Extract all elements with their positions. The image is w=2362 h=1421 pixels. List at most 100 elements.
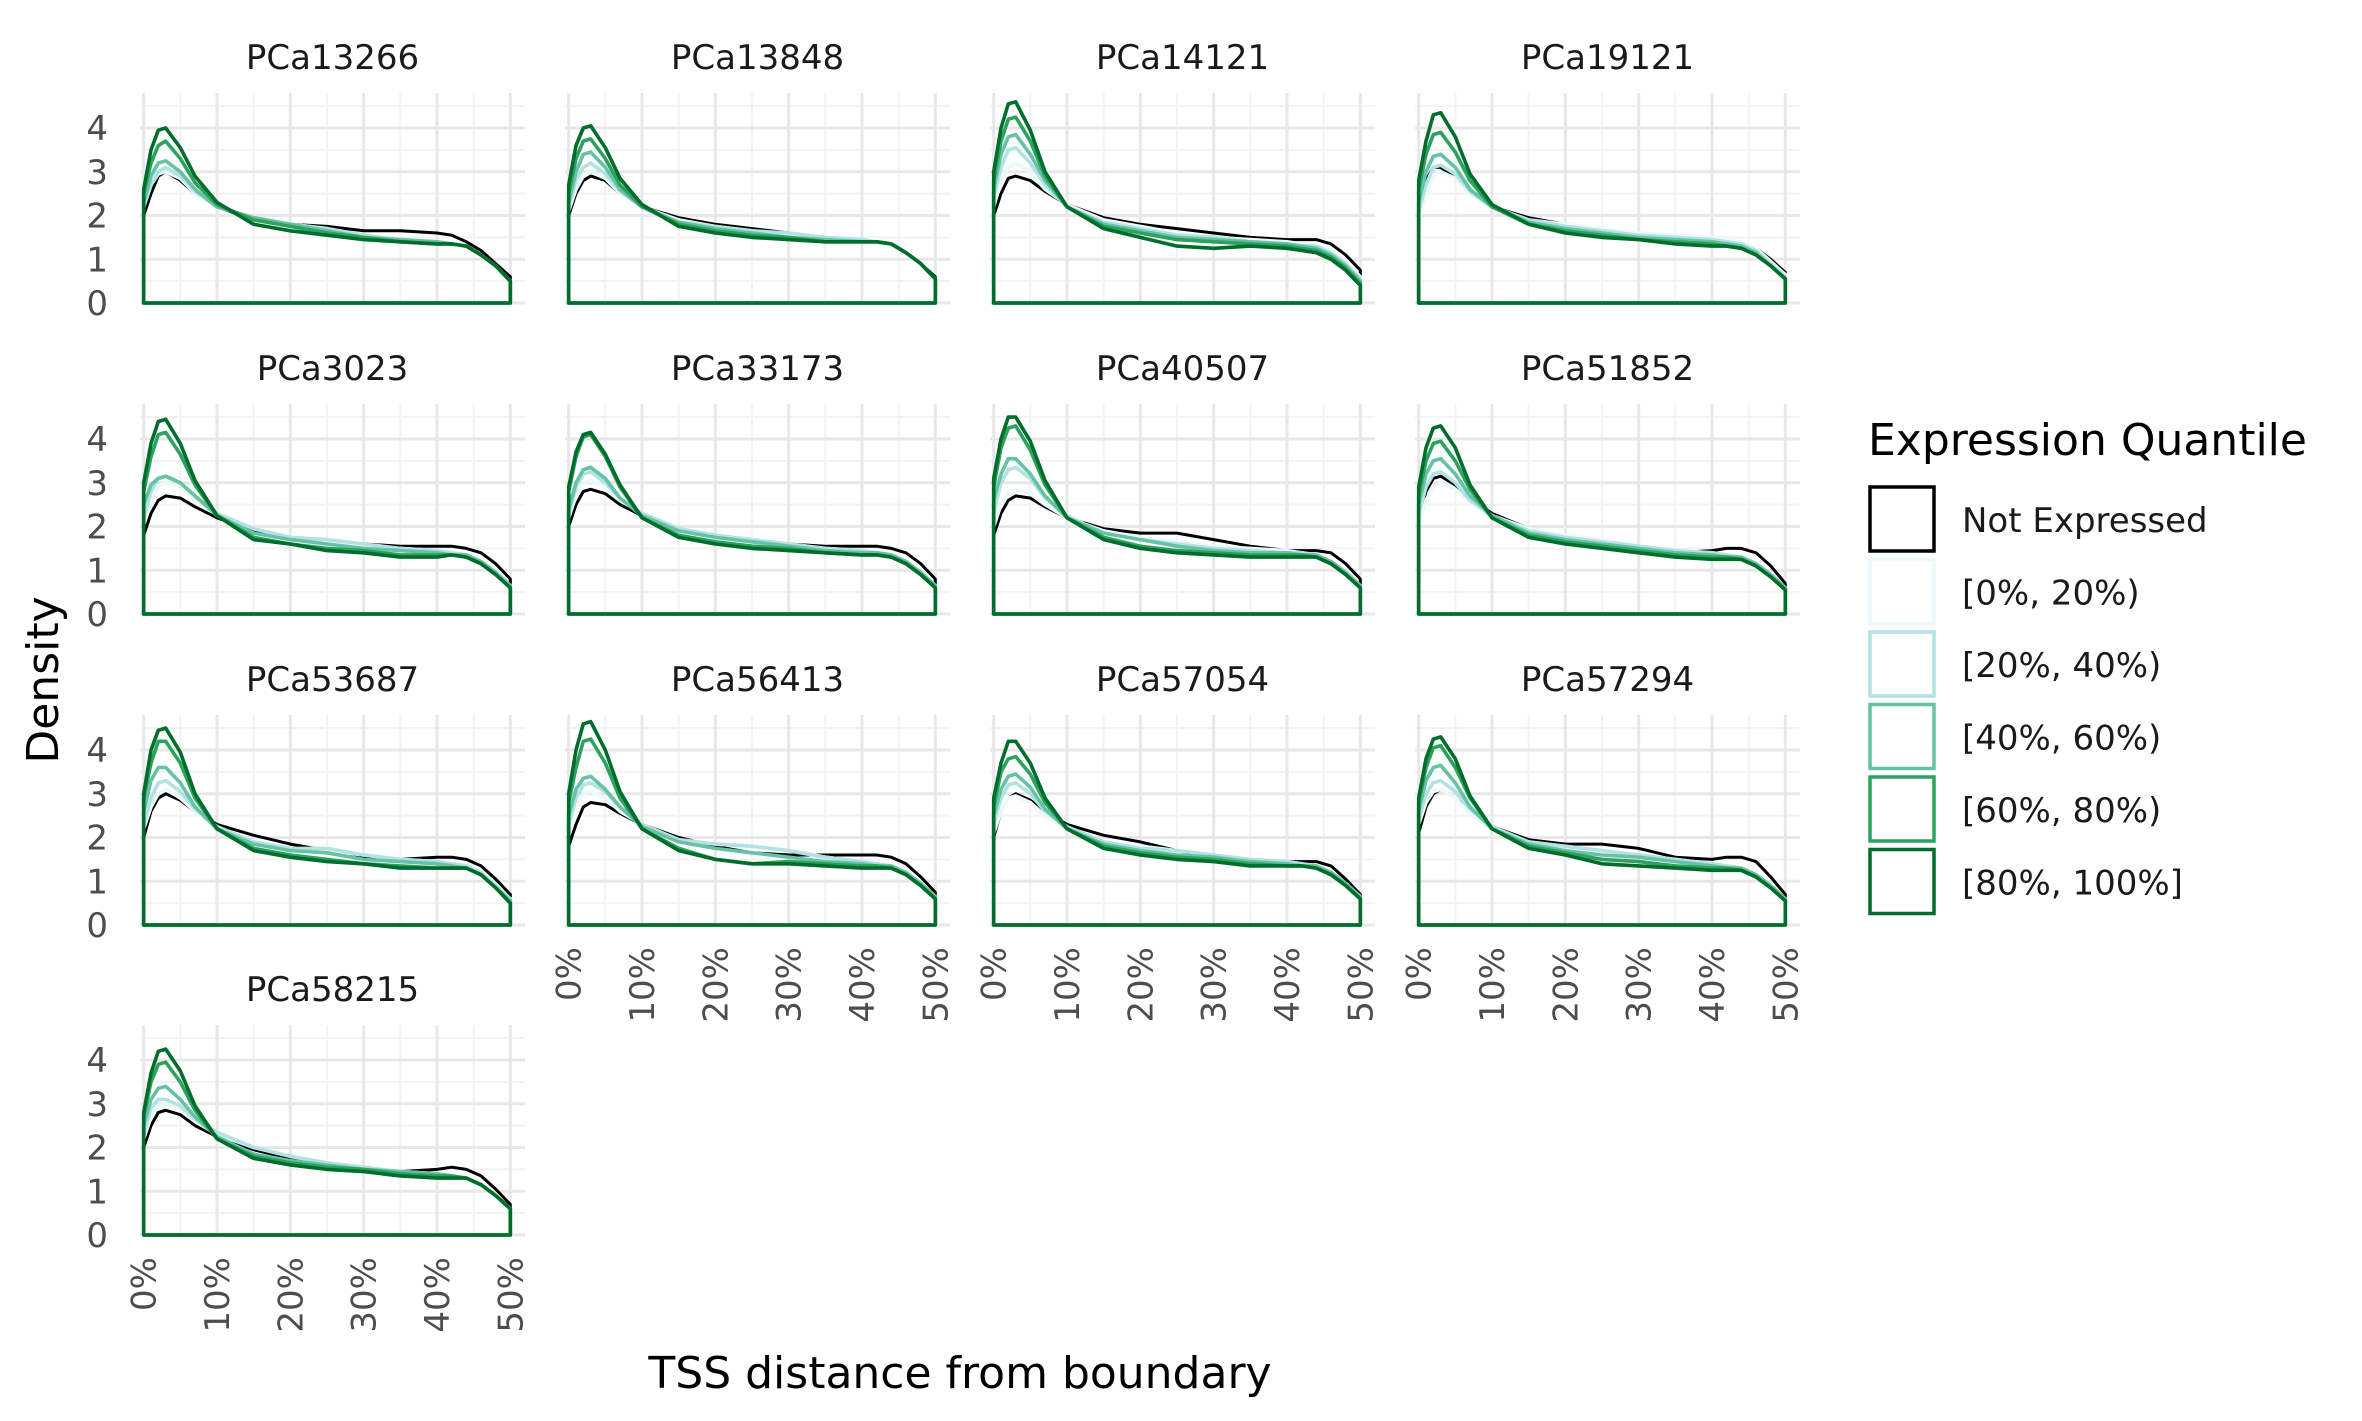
density-line bbox=[992, 494, 1362, 616]
y-tick-label: 1 bbox=[86, 862, 108, 902]
y-axis-title: Density bbox=[18, 596, 69, 763]
x-tick-label: 0% bbox=[975, 947, 1015, 1001]
legend-key bbox=[1868, 775, 1936, 843]
x-tick-label: 50% bbox=[916, 947, 956, 1023]
density-line bbox=[141, 1047, 513, 1237]
density-line bbox=[566, 124, 938, 305]
x-tick-label: 20% bbox=[696, 947, 736, 1023]
legend-label: [40%, 60%) bbox=[1962, 719, 2161, 759]
y-tick-label: 4 bbox=[86, 731, 108, 771]
facet-title: PCa19121 bbox=[1521, 38, 1694, 78]
x-tick-label: 10% bbox=[1048, 947, 1088, 1023]
legend-key bbox=[1868, 630, 1936, 698]
legend-title: Expression Quantile bbox=[1868, 415, 2307, 466]
x-tick-label: 20% bbox=[1121, 947, 1161, 1023]
density-line bbox=[991, 415, 1363, 616]
facet-title: PCa57054 bbox=[1096, 660, 1269, 700]
y-tick-label: 2 bbox=[86, 819, 108, 859]
x-tick-label: 40% bbox=[843, 947, 883, 1023]
x-tick-label: 30% bbox=[770, 947, 810, 1023]
x-tick-label: 50% bbox=[1341, 947, 1381, 1023]
facet-panel: PCa57054 0% 10% 20% 30% 40% 50% bbox=[975, 660, 1382, 1023]
x-tick-label: 0% bbox=[1400, 947, 1440, 1001]
y-tick-label: 1 bbox=[86, 551, 108, 591]
x-tick-label: 30% bbox=[345, 1257, 385, 1333]
facet-title: PCa56413 bbox=[671, 660, 844, 700]
legend-key bbox=[1868, 557, 1936, 626]
y-tick-label: 0 bbox=[86, 1216, 108, 1256]
facet-title: PCa13266 bbox=[246, 38, 419, 78]
legend-item: [40%, 60%) bbox=[1868, 702, 2161, 771]
y-tick-label: 0 bbox=[86, 595, 108, 635]
facet-panel: PCa56413 0% 10% 20% 30% 40% 50% bbox=[550, 660, 957, 1023]
legend-label: [0%, 20%) bbox=[1962, 574, 2140, 614]
y-tick-label: 3 bbox=[86, 1085, 108, 1125]
legend-item: [20%, 40%) bbox=[1868, 630, 2161, 698]
y-tick-label: 4 bbox=[86, 109, 108, 149]
facet-title: PCa40507 bbox=[1096, 349, 1269, 389]
y-tick-label: 3 bbox=[86, 464, 108, 504]
legend-item: [60%, 80%) bbox=[1868, 775, 2161, 843]
facet-panel: PCa14121 bbox=[990, 38, 1375, 305]
x-tick-label: 40% bbox=[418, 1257, 458, 1333]
facet-title: PCa58215 bbox=[246, 970, 419, 1010]
facet-panel: PCa51852 bbox=[1415, 349, 1800, 616]
density-line bbox=[566, 719, 938, 927]
facet-title: PCa14121 bbox=[1096, 38, 1269, 78]
x-tick-label: 30% bbox=[1195, 947, 1235, 1023]
density-line bbox=[1416, 110, 1788, 305]
legend-key bbox=[1868, 485, 1936, 553]
facet-panel: PCa13848 bbox=[565, 38, 950, 305]
facet-title: PCa53687 bbox=[246, 660, 419, 700]
legend-item: Not Expressed bbox=[1868, 485, 2208, 553]
x-tick-label: 50% bbox=[491, 1257, 531, 1333]
facet-title: PCa51852 bbox=[1521, 349, 1694, 389]
x-tick-label: 50% bbox=[1766, 947, 1806, 1023]
x-tick-label: 20% bbox=[1546, 947, 1586, 1023]
legend-label: [80%, 100%] bbox=[1962, 864, 2183, 904]
legend-item: [80%, 100%] bbox=[1868, 847, 2183, 916]
y-tick-label: 3 bbox=[86, 153, 108, 193]
y-tick-label: 2 bbox=[86, 197, 108, 237]
x-tick-label: 0% bbox=[550, 947, 590, 1001]
density-line bbox=[1416, 424, 1788, 616]
x-tick-label: 10% bbox=[1473, 947, 1513, 1023]
x-tick-label: 40% bbox=[1693, 947, 1733, 1023]
density-line bbox=[141, 726, 513, 927]
y-tick-label: 4 bbox=[86, 420, 108, 460]
facet-title: PCa33173 bbox=[671, 349, 844, 389]
y-tick-label: 1 bbox=[86, 240, 108, 280]
x-tick-label: 0% bbox=[125, 1257, 165, 1311]
density-line bbox=[1416, 735, 1788, 927]
density-line bbox=[141, 417, 513, 616]
legend-label: Not Expressed bbox=[1962, 501, 2208, 541]
y-tick-label: 0 bbox=[86, 906, 108, 946]
x-tick-label: 20% bbox=[271, 1257, 311, 1333]
facet-panel: PCa33173 bbox=[565, 349, 950, 616]
y-tick-label: 4 bbox=[86, 1041, 108, 1081]
facet-panel: PCa40507 bbox=[990, 349, 1375, 616]
density-line bbox=[566, 430, 938, 616]
legend-item: [0%, 20%) bbox=[1868, 557, 2140, 626]
x-tick-label: 10% bbox=[198, 1257, 238, 1333]
facet-panel: PCa57294 0% 10% 20% 30% 40% 50% bbox=[1400, 660, 1807, 1023]
density-line bbox=[991, 739, 1363, 927]
legend-label: [20%, 40%) bbox=[1962, 646, 2161, 686]
y-tick-label: 0 bbox=[86, 284, 108, 324]
facet-title: PCa3023 bbox=[257, 349, 409, 389]
x-tick-label: 30% bbox=[1620, 947, 1660, 1023]
y-tick-label: 2 bbox=[86, 1129, 108, 1169]
density-line bbox=[992, 174, 1362, 305]
x-tick-label: 10% bbox=[623, 947, 663, 1023]
facet-title: PCa13848 bbox=[671, 38, 844, 78]
density-line bbox=[141, 126, 513, 305]
density-line bbox=[991, 100, 1363, 305]
x-tick-label: 40% bbox=[1268, 947, 1308, 1023]
